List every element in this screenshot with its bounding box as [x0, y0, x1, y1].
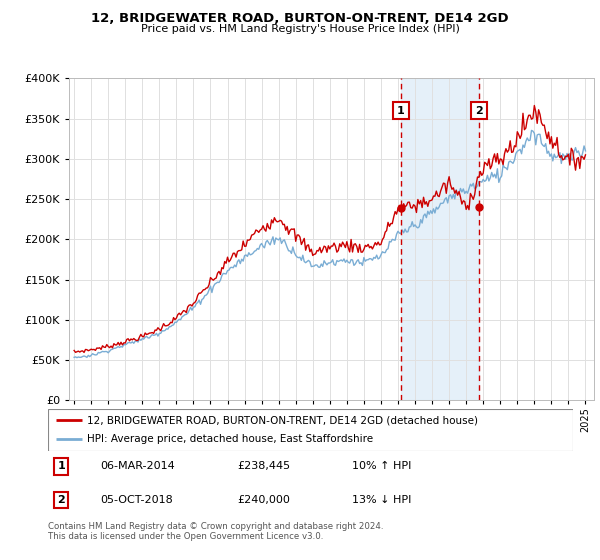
Point	[396, 204, 406, 213]
Text: 1: 1	[57, 461, 65, 472]
Text: 10% ↑ HPI: 10% ↑ HPI	[353, 461, 412, 472]
Text: 13% ↓ HPI: 13% ↓ HPI	[353, 495, 412, 505]
Text: Price paid vs. HM Land Registry's House Price Index (HPI): Price paid vs. HM Land Registry's House …	[140, 24, 460, 34]
Text: £238,445: £238,445	[237, 461, 290, 472]
Text: HPI: Average price, detached house, East Staffordshire: HPI: Average price, detached house, East…	[88, 435, 373, 445]
Text: 06-MAR-2014: 06-MAR-2014	[101, 461, 175, 472]
Text: £240,000: £240,000	[237, 495, 290, 505]
Bar	[401, 78, 479, 400]
Text: 2: 2	[57, 495, 65, 505]
Text: 2: 2	[475, 106, 483, 115]
Text: 05-OCT-2018: 05-OCT-2018	[101, 495, 173, 505]
Text: 1: 1	[397, 106, 405, 115]
Point	[474, 203, 484, 212]
Text: 12, BRIDGEWATER ROAD, BURTON-ON-TRENT, DE14 2GD (detached house): 12, BRIDGEWATER ROAD, BURTON-ON-TRENT, D…	[88, 415, 478, 425]
Text: Contains HM Land Registry data © Crown copyright and database right 2024.
This d: Contains HM Land Registry data © Crown c…	[48, 522, 383, 542]
Text: 12, BRIDGEWATER ROAD, BURTON-ON-TRENT, DE14 2GD: 12, BRIDGEWATER ROAD, BURTON-ON-TRENT, D…	[91, 12, 509, 25]
